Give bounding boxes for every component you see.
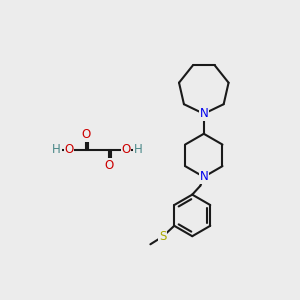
Text: H: H (52, 143, 61, 157)
Text: O: O (122, 143, 131, 157)
Text: S: S (159, 230, 166, 243)
Text: O: O (104, 159, 114, 172)
Text: N: N (200, 107, 208, 120)
Text: N: N (200, 170, 208, 183)
Text: O: O (64, 143, 74, 157)
Text: H: H (134, 143, 143, 157)
Text: O: O (81, 128, 91, 141)
